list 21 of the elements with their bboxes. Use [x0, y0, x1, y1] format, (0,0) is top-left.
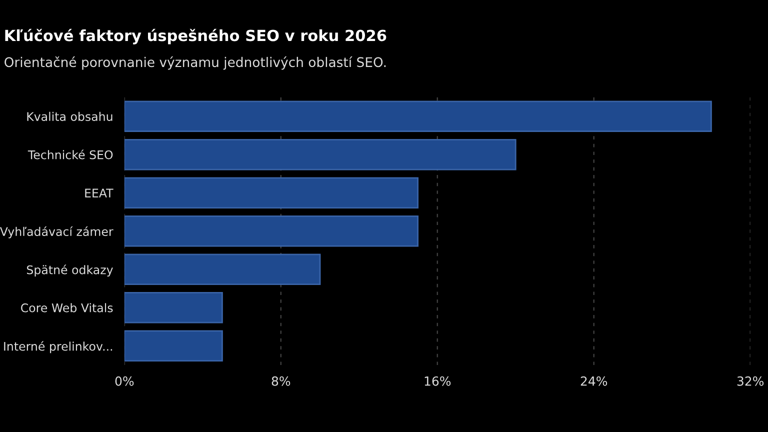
bar	[124, 100, 712, 132]
bar	[124, 216, 419, 247]
x-tick-label: 0%	[115, 376, 134, 386]
y-tick-label: Core Web Vitals	[21, 303, 113, 312]
chart-subtitle: Orientačné porovnanie významu jednotlivých oblastí SEO.	[4, 56, 386, 70]
y-tick-label: Spätné odkazy	[26, 264, 113, 277]
x-tick-label: 8%	[272, 376, 290, 386]
y-tick-label: Technické SEO	[28, 150, 113, 160]
y-tick-label: Kvalita obsahu	[27, 112, 112, 121]
bar	[124, 138, 516, 170]
bar	[124, 330, 223, 362]
y-tick-label: Interné prelinkov...	[4, 341, 112, 354]
bar	[124, 254, 321, 285]
y-tick-label: EEAT	[85, 188, 114, 198]
bar	[124, 292, 223, 324]
x-tick-label: 16%	[424, 376, 451, 386]
chart-title: Kľúčové faktory úspešného SEO v roku 2026	[5, 28, 386, 44]
x-tick-label: 32%	[737, 376, 764, 386]
y-tick-label: Vyhľadávací zámer	[0, 226, 114, 238]
x-tick-label: 24%	[580, 376, 608, 386]
bar	[124, 177, 419, 208]
